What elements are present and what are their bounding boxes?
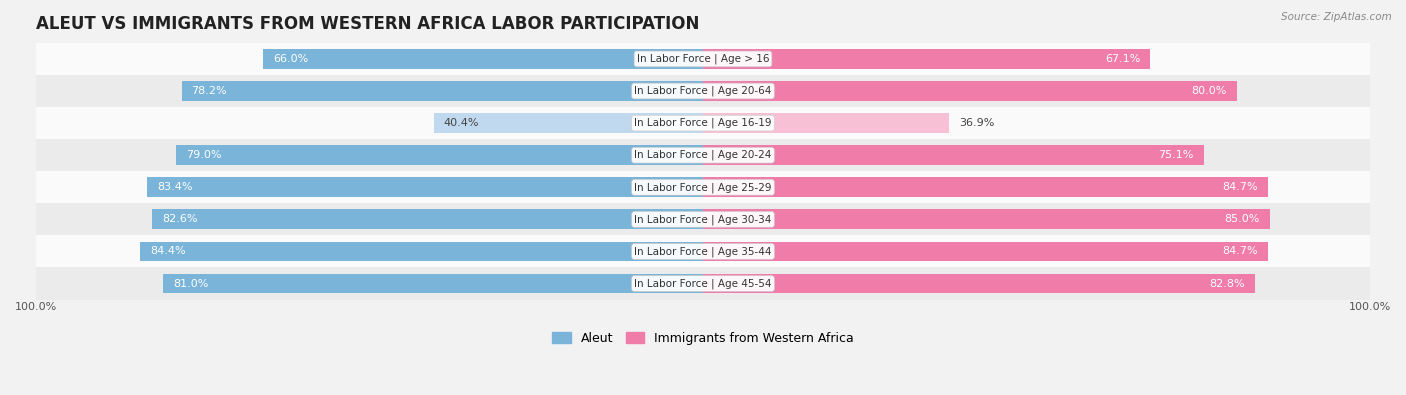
Text: 84.4%: 84.4% (150, 246, 186, 256)
Text: 85.0%: 85.0% (1225, 214, 1260, 224)
Bar (176, 145, 703, 165)
Bar (703, 81, 1236, 101)
Bar (37, 43, 1369, 75)
Bar (37, 107, 1369, 139)
Bar (37, 75, 1369, 107)
Bar (703, 49, 1150, 69)
Text: ALEUT VS IMMIGRANTS FROM WESTERN AFRICA LABOR PARTICIPATION: ALEUT VS IMMIGRANTS FROM WESTERN AFRICA … (37, 15, 700, 33)
Bar (703, 145, 1204, 165)
Bar (703, 274, 1256, 293)
Bar (163, 274, 703, 293)
Bar (181, 81, 703, 101)
Text: In Labor Force | Age 45-54: In Labor Force | Age 45-54 (634, 278, 772, 289)
Bar (703, 113, 949, 133)
Text: In Labor Force | Age 20-64: In Labor Force | Age 20-64 (634, 86, 772, 96)
Text: In Labor Force | Age 20-24: In Labor Force | Age 20-24 (634, 150, 772, 160)
Text: In Labor Force | Age 35-44: In Labor Force | Age 35-44 (634, 246, 772, 257)
Bar (141, 241, 703, 261)
Text: 84.7%: 84.7% (1222, 182, 1258, 192)
Text: In Labor Force | Age 25-29: In Labor Force | Age 25-29 (634, 182, 772, 192)
Text: 66.0%: 66.0% (273, 54, 308, 64)
Text: 78.2%: 78.2% (191, 86, 228, 96)
Bar (37, 267, 1369, 299)
Text: 36.9%: 36.9% (959, 118, 994, 128)
Bar (37, 171, 1369, 203)
Text: 82.8%: 82.8% (1209, 278, 1246, 288)
Text: In Labor Force | Age 30-34: In Labor Force | Age 30-34 (634, 214, 772, 225)
Bar (152, 209, 703, 229)
Bar (703, 209, 1270, 229)
Text: 40.4%: 40.4% (443, 118, 479, 128)
Text: 81.0%: 81.0% (173, 278, 208, 288)
Text: 84.7%: 84.7% (1222, 246, 1258, 256)
Bar (703, 177, 1268, 197)
Bar (37, 203, 1369, 235)
Legend: Aleut, Immigrants from Western Africa: Aleut, Immigrants from Western Africa (547, 327, 859, 350)
Text: 79.0%: 79.0% (186, 150, 222, 160)
Text: In Labor Force | Age > 16: In Labor Force | Age > 16 (637, 54, 769, 64)
Text: In Labor Force | Age 16-19: In Labor Force | Age 16-19 (634, 118, 772, 128)
Bar (263, 49, 703, 69)
Bar (37, 139, 1369, 171)
Text: 80.0%: 80.0% (1191, 86, 1226, 96)
Text: 75.1%: 75.1% (1159, 150, 1194, 160)
Bar (37, 235, 1369, 267)
Text: 67.1%: 67.1% (1105, 54, 1140, 64)
Bar (146, 177, 703, 197)
Bar (433, 113, 703, 133)
Text: 82.6%: 82.6% (162, 214, 198, 224)
Text: Source: ZipAtlas.com: Source: ZipAtlas.com (1281, 12, 1392, 22)
Text: 83.4%: 83.4% (157, 182, 193, 192)
Bar (703, 241, 1268, 261)
